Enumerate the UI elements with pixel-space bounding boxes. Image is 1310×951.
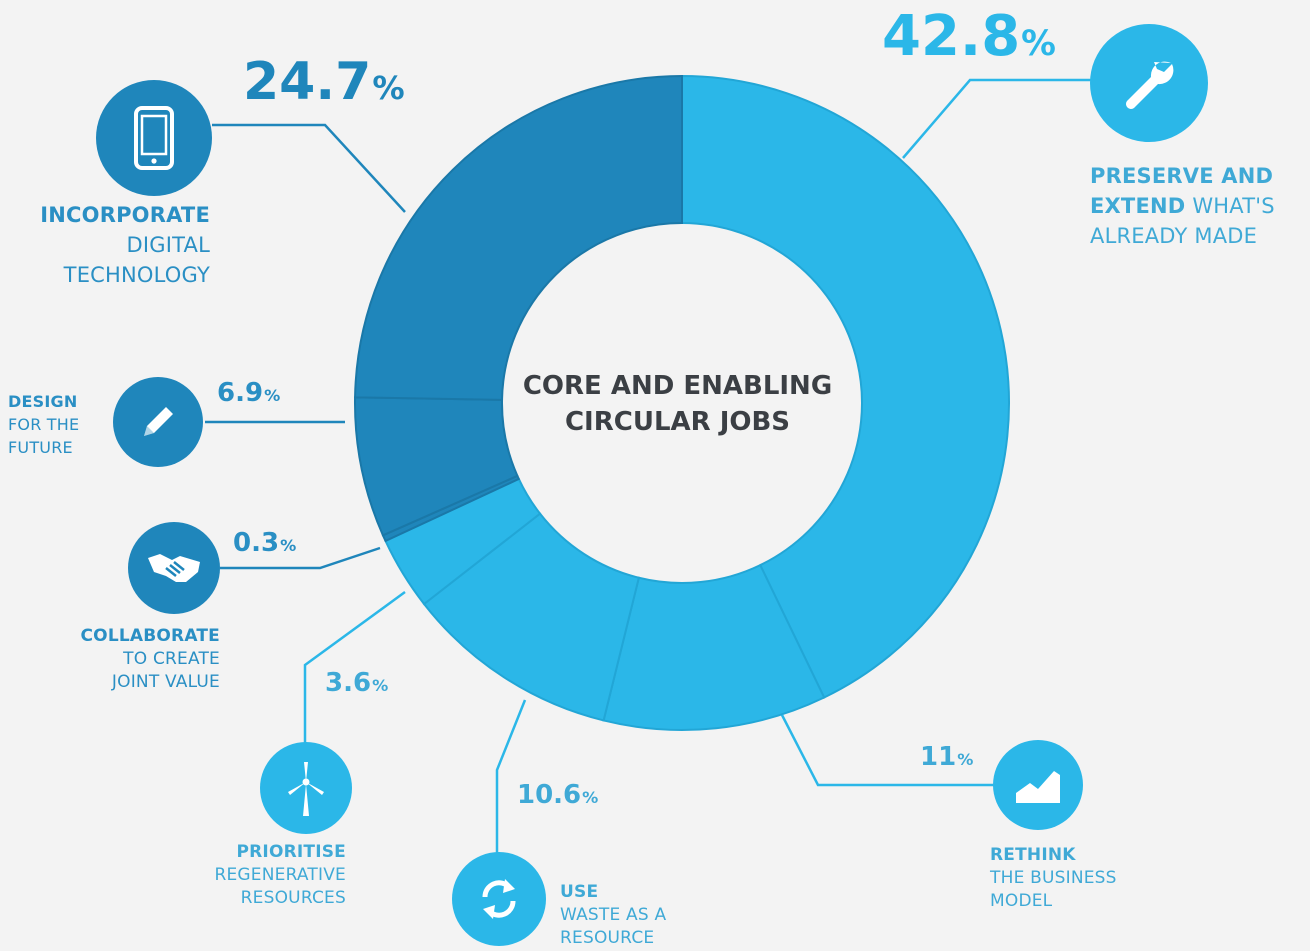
growth-chart-icon bbox=[993, 740, 1083, 830]
category-label-prioritise: PRIORITISE REGENERATIVE RESOURCES bbox=[146, 841, 346, 910]
label-bold: PRESERVE AND bbox=[1090, 164, 1274, 188]
wrench-icon bbox=[1090, 24, 1208, 142]
leader-line-incorporate bbox=[212, 123, 406, 213]
leader-line-rethink bbox=[780, 714, 995, 787]
label-line: ALREADY MADE bbox=[1090, 224, 1258, 248]
value-number: 3.6 bbox=[325, 668, 372, 698]
label-bold: INCORPORATE bbox=[40, 203, 210, 227]
value-label-preserve: 42.8% bbox=[882, 4, 1056, 69]
chart-title: CORE AND ENABLING CIRCULAR JOBS bbox=[522, 371, 833, 437]
label-bold: EXTEND bbox=[1090, 194, 1186, 218]
label-bold: RETHINK bbox=[990, 845, 1076, 865]
category-label-use: USE WASTE AS A RESOURCE bbox=[560, 881, 666, 950]
pencil-icon bbox=[113, 377, 203, 467]
value-label-design: 6.9% bbox=[217, 378, 280, 408]
category-label-rethink: RETHINK THE BUSINESS MODEL bbox=[990, 844, 1117, 913]
value-label-use: 10.6% bbox=[517, 780, 598, 810]
category-label-incorporate: INCORPORATE DIGITAL TECHNOLOGY bbox=[10, 200, 210, 290]
label-line: TO CREATE bbox=[123, 649, 220, 669]
label-bold: COLLABORATE bbox=[80, 626, 220, 646]
leader-line-prioritise bbox=[303, 590, 406, 745]
wind-turbine-icon bbox=[260, 742, 352, 834]
donut-slices bbox=[354, 74, 1010, 731]
category-label-design: DESIGN FOR THE FUTURE bbox=[8, 390, 79, 459]
label-line: RESOURCE bbox=[560, 928, 655, 948]
category-label-preserve: PRESERVE AND EXTEND WHAT'S ALREADY MADE bbox=[1090, 161, 1275, 251]
category-label-collaborate: COLLABORATE TO CREATE JOINT VALUE bbox=[20, 625, 220, 694]
leader-line-use bbox=[495, 699, 527, 855]
smartphone-icon bbox=[96, 80, 212, 196]
label-line: WASTE AS A bbox=[560, 905, 667, 925]
value-number: 11 bbox=[920, 742, 957, 772]
label-bold: DESIGN bbox=[8, 392, 78, 411]
label-line: FOR THE bbox=[8, 415, 80, 434]
value-number: 6.9 bbox=[217, 378, 264, 408]
value-unit: % bbox=[372, 676, 389, 695]
label-line: MODEL bbox=[990, 891, 1053, 911]
value-label-incorporate: 24.7% bbox=[243, 52, 405, 112]
value-number: 24.7 bbox=[243, 52, 372, 112]
leader-line-collaborate bbox=[220, 546, 381, 570]
label-line: TECHNOLOGY bbox=[63, 263, 210, 287]
donut-slice-incorporate bbox=[354, 74, 683, 401]
value-number: 10.6 bbox=[517, 780, 582, 810]
donut-slice-preserve bbox=[681, 74, 1010, 699]
value-number: 42.8 bbox=[882, 4, 1021, 69]
value-label-collaborate: 0.3% bbox=[233, 528, 296, 558]
value-unit: % bbox=[957, 750, 974, 769]
value-unit: % bbox=[372, 69, 405, 107]
handshake-icon bbox=[128, 522, 220, 614]
value-unit: % bbox=[582, 788, 599, 807]
leader-line-preserve bbox=[902, 78, 1092, 159]
value-unit: % bbox=[280, 536, 297, 555]
value-unit: % bbox=[264, 386, 281, 405]
label-line: JOINT VALUE bbox=[111, 672, 220, 692]
label-bold: PRIORITISE bbox=[236, 842, 346, 862]
value-number: 0.3 bbox=[233, 528, 280, 558]
label-rest: WHAT'S bbox=[1192, 194, 1275, 218]
label-line: REGENERATIVE bbox=[214, 865, 346, 885]
label-line: FUTURE bbox=[8, 438, 73, 457]
leader-lines bbox=[205, 78, 1092, 855]
label-bold: USE bbox=[560, 882, 599, 902]
value-label-rethink: 11% bbox=[920, 742, 973, 772]
label-line: EXTEND WHAT'S bbox=[1090, 191, 1275, 221]
label-line: RESOURCES bbox=[240, 888, 346, 908]
label-line: DIGITAL bbox=[126, 233, 210, 257]
value-unit: % bbox=[1021, 24, 1056, 64]
value-label-prioritise: 3.6% bbox=[325, 668, 388, 698]
recycle-arrows-icon bbox=[452, 852, 546, 946]
label-line: THE BUSINESS bbox=[990, 868, 1117, 888]
